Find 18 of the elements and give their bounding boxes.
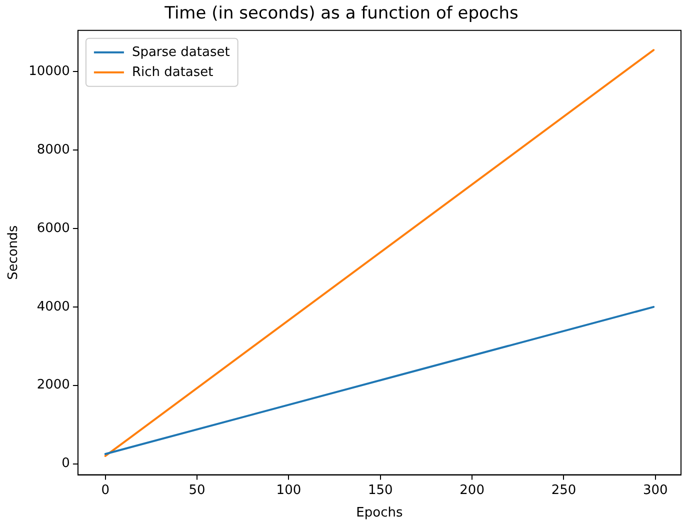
x-tick-label: 50 [188,482,206,498]
x-tick-label: 200 [460,482,484,498]
x-tick-label: 100 [276,482,302,498]
x-tick-label: 300 [643,482,668,498]
y-tick-label: 2000 [36,378,70,393]
chart-title: Time (in seconds) as a function of epochs [164,4,519,24]
y-tick-label: 10000 [28,64,70,79]
legend-label: Rich dataset [132,64,214,80]
y-tick-label: 0 [62,456,70,472]
x-tick-label: 250 [551,482,576,498]
x-tick-label: 150 [368,482,393,498]
y-tick-label: 6000 [36,220,70,236]
y-axis-title: Seconds [6,225,22,280]
x-tick-label: 0 [101,482,110,498]
y-tick-label: 8000 [36,142,70,158]
legend-label: Sparse dataset [132,44,230,60]
y-tick-label: 4000 [36,299,70,314]
x-axis-title: Epochs [356,506,403,521]
